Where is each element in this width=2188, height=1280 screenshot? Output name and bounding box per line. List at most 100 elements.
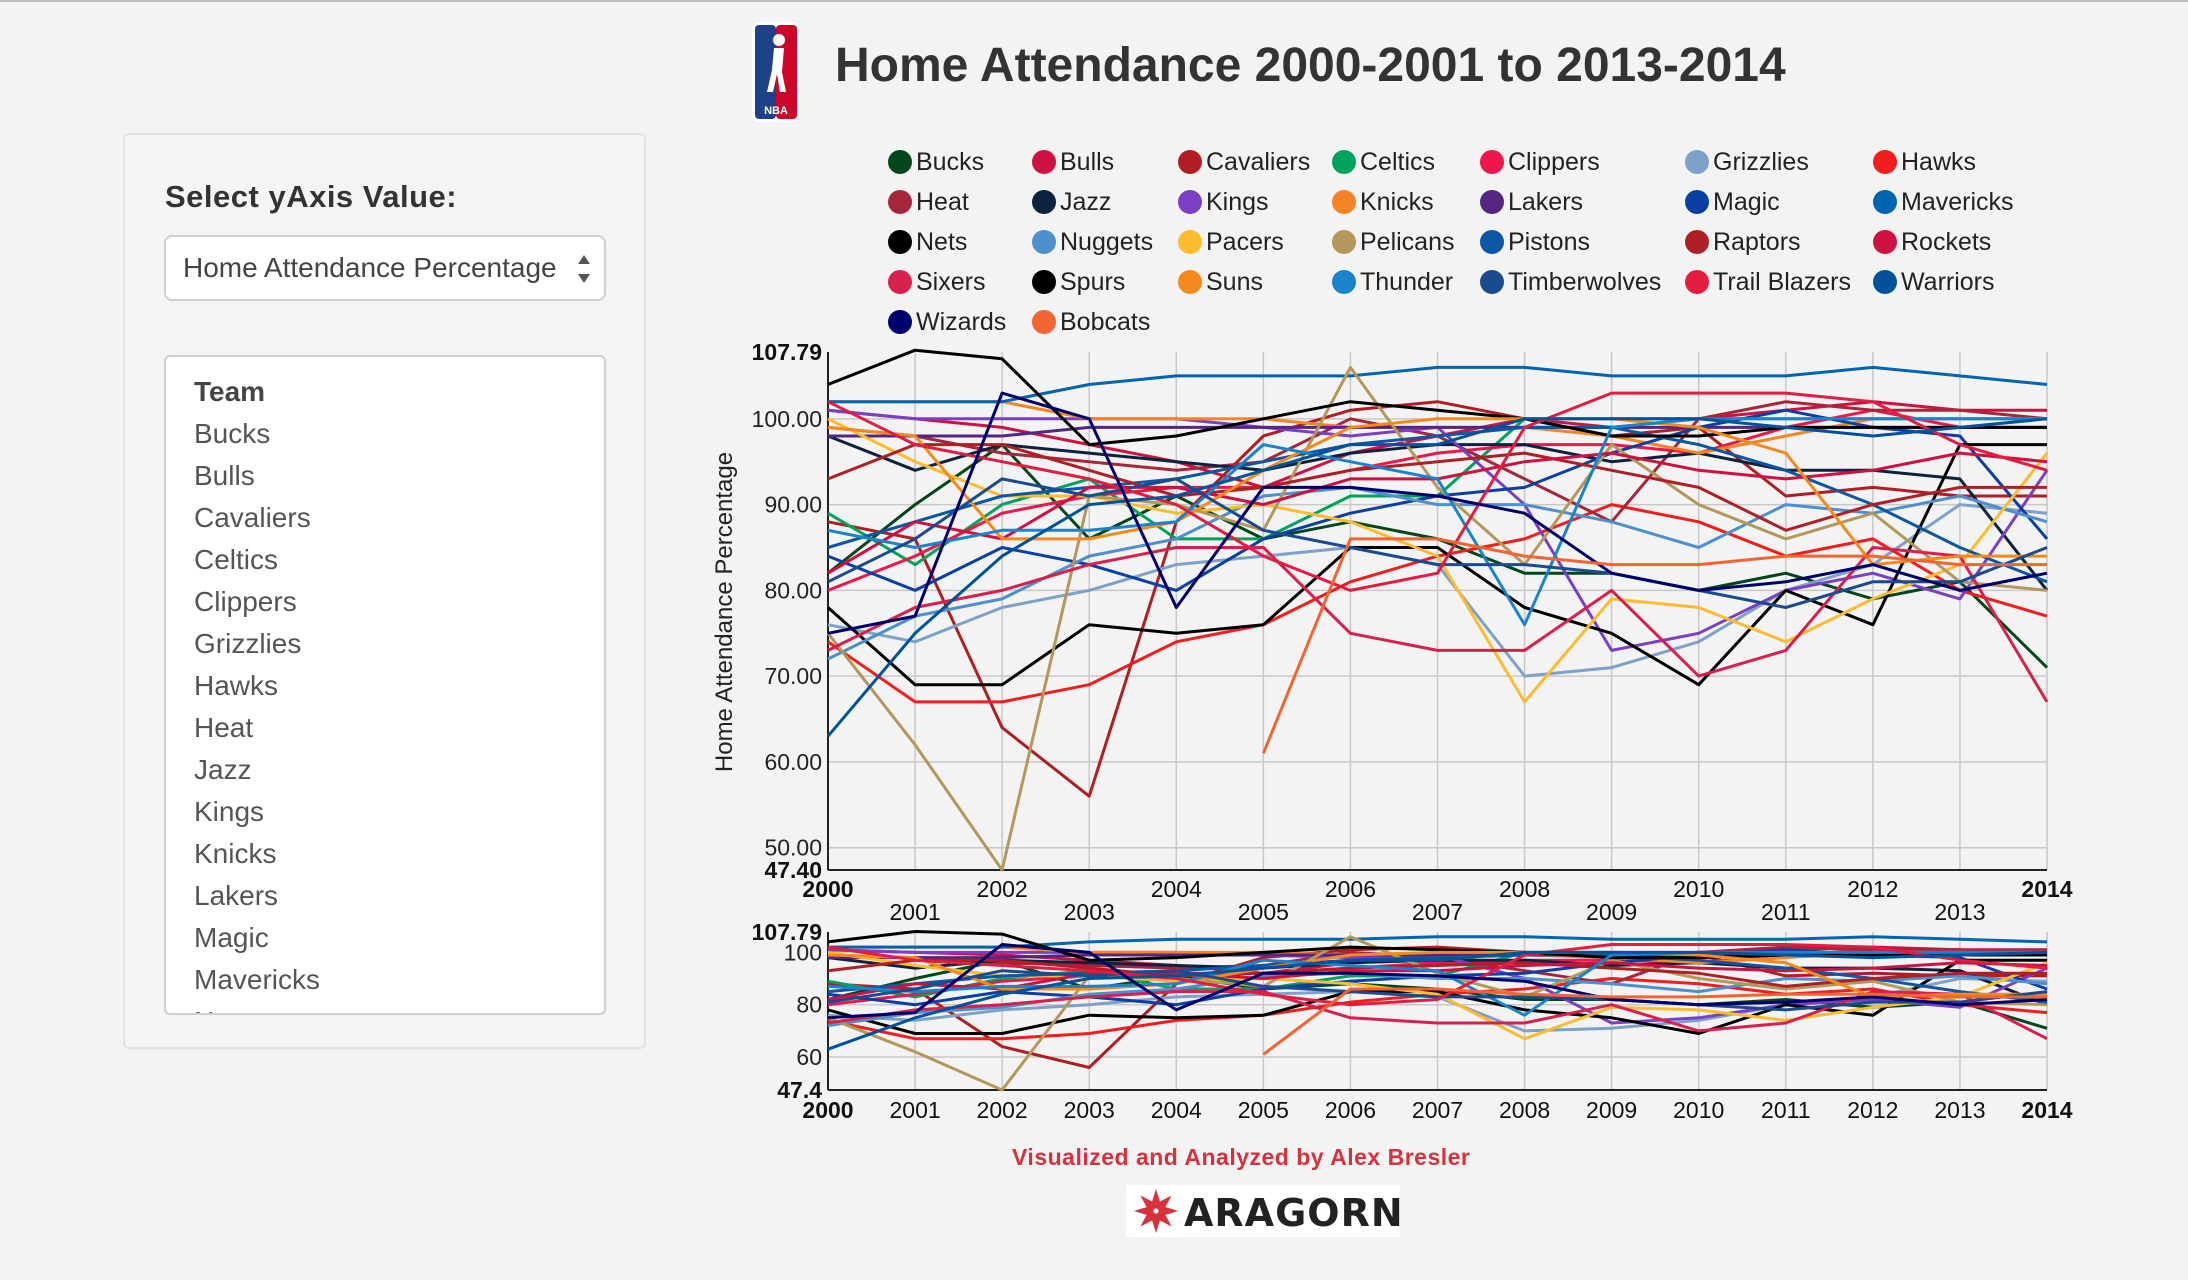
legend-dot-icon [1685,190,1709,214]
x-tick-label: 2000 [802,1097,853,1123]
x-tick-label: 2004 [1151,1097,1202,1123]
legend-item[interactable]: Sixers [888,267,985,297]
legend-item[interactable]: Spurs [1032,267,1125,297]
legend-dot-icon [1332,270,1356,294]
series-line-wizards[interactable] [827,391,2048,635]
legend-item[interactable]: Jazz [1032,187,1111,217]
legend-item[interactable]: Magic [1685,187,1780,217]
legend-item[interactable]: Nuggets [1032,227,1153,257]
team-list-item[interactable]: Jazz [194,754,252,785]
series-line-spurs[interactable] [827,930,2047,962]
legend-dot-icon [1685,230,1709,254]
legend-item[interactable]: Bucks [888,147,984,177]
team-list-item[interactable]: Bucks [194,418,271,449]
legend-dot-icon [888,190,912,214]
legend-dot-icon [1032,310,1056,334]
legend-item[interactable]: Bulls [1032,147,1114,177]
legend-item[interactable]: Pacers [1178,227,1284,257]
team-list-item[interactable]: Heat [194,712,254,743]
x-tick-label: 2008 [1499,876,1550,902]
legend-item[interactable]: Nets [888,227,967,257]
series-line-thunder[interactable] [827,950,2047,1017]
series-line-thunder[interactable] [827,417,2047,627]
series-line-spurs[interactable] [827,348,2047,447]
legend-item[interactable]: Thunder [1332,267,1453,297]
team-list[interactable]: Team Bucks Bulls Cavaliers Celtics Clippers G… [164,355,606,1015]
series-line-pelicans[interactable] [827,935,2048,1092]
legend-item[interactable]: Wizards [888,307,1006,337]
legend-item[interactable]: Clippers [1480,147,1600,177]
legend-item[interactable]: Pelicans [1332,227,1455,257]
team-list-item[interactable]: Nets [194,1001,594,1013]
legend-label: Pelicans [1360,228,1455,256]
series-line-pistons[interactable] [827,425,2048,584]
legend-dot-icon [1178,230,1202,254]
legend-dot-icon [1178,150,1202,174]
legend-item[interactable]: Trail Blazers [1685,267,1851,297]
team-list-item[interactable]: Mavericks [194,964,321,995]
y-tick-label: 80.00 [764,577,822,603]
x-tick-label: 2005 [1238,1097,1289,1123]
series-line-wizards[interactable] [827,943,2048,1020]
legend-dot-icon [1032,150,1056,174]
y-tick-label: 60 [796,1044,822,1070]
legend-item[interactable]: Knicks [1332,187,1434,217]
series-line-pacers[interactable] [827,417,2049,704]
series-line-trail-blazers[interactable] [827,391,2048,592]
team-list-header: Team [194,376,266,407]
legend-item[interactable]: Rockets [1873,227,1991,257]
team-list-item[interactable]: Kings [194,796,265,827]
series-line-sixers[interactable] [827,546,2049,703]
legend-item[interactable]: Suns [1178,267,1263,297]
legend-item[interactable]: Cavaliers [1178,147,1310,177]
x-tick-label: 2006 [1325,876,1376,902]
team-list-item[interactable]: Cavaliers [194,502,311,533]
series-line-mavericks[interactable] [828,935,2048,949]
series-line-raptors[interactable] [827,443,2047,532]
series-line-sixers[interactable] [827,990,2048,1041]
legend-item[interactable]: Pistons [1480,227,1590,257]
main-chart: 50.00 60.00 70.00 80.00 90.00 100.00 107.79 47.… [752,339,2073,925]
series-line-bobcats[interactable] [1262,537,2047,754]
series-line-pelicans[interactable] [826,365,2048,872]
page-title: Home Attendance 2000-2001 to 2013-2014 [835,39,1786,92]
legend-item[interactable]: Grizzlies [1685,147,1809,177]
legend-item[interactable]: Warriors [1873,267,1995,297]
series-line-bobcats[interactable] [1262,987,2047,1056]
team-list-item[interactable]: Bulls [194,460,255,491]
legend-item[interactable]: Bobcats [1032,307,1150,337]
legend-label: Kings [1206,188,1269,216]
legend-item[interactable]: Timberwolves [1480,267,1661,297]
series-line-pistons[interactable] [827,953,2048,1004]
team-list-item[interactable]: Clippers [194,586,297,617]
legend-item[interactable]: Lakers [1480,187,1583,217]
team-list-item[interactable]: Lakers [194,880,279,911]
x-tick-label: 2007 [1412,899,1463,925]
legend-dot-icon [1873,270,1897,294]
series-line-warriors[interactable] [826,417,2048,738]
team-list-item[interactable]: Knicks [194,838,277,869]
team-list-item[interactable]: Celtics [194,544,279,575]
series-line-mavericks[interactable] [828,365,2048,404]
series-line-nuggets[interactable] [827,485,2048,661]
x-tick-label: 2013 [1934,899,1985,925]
legend-item[interactable]: Hawks [1873,147,1976,177]
x-tick-label: 2003 [1064,1097,1115,1123]
team-list-item[interactable]: Hawks [194,670,279,701]
legend-label: Bobcats [1060,308,1151,336]
team-list-item[interactable]: Magic [194,922,269,953]
legend-item[interactable]: Celtics [1332,147,1435,177]
yaxis-select[interactable]: Home Attendance Percentage [164,235,606,301]
legend-item[interactable]: Kings [1178,187,1269,217]
series-line-raptors[interactable] [827,958,2047,988]
legend-dot-icon [888,150,912,174]
legend-item[interactable]: Heat [888,187,969,217]
team-list-item[interactable]: Grizzlies [194,628,302,659]
legend-item[interactable]: Mavericks [1873,187,2014,217]
series-line-clippers[interactable] [827,408,2047,592]
series-line-timberwolves[interactable] [827,969,2048,1012]
series-line-timberwolves[interactable] [827,477,2048,609]
series-line-warriors[interactable] [827,950,2048,1051]
series-line-trail-blazers[interactable] [827,943,2048,1007]
legend-item[interactable]: Raptors [1685,227,1801,257]
